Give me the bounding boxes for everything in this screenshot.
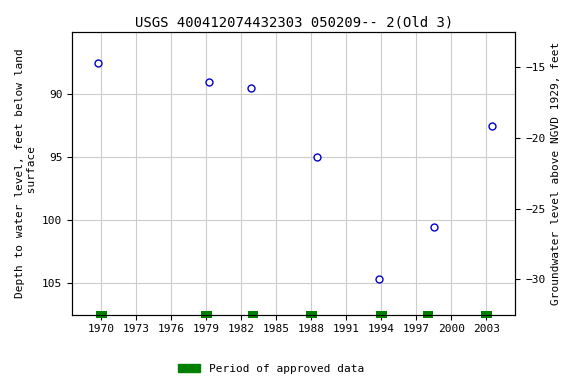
Y-axis label: Depth to water level, feet below land
 surface: Depth to water level, feet below land su… [15, 48, 37, 298]
Y-axis label: Groundwater level above NGVD 1929, feet: Groundwater level above NGVD 1929, feet [551, 41, 561, 305]
Bar [376, 311, 386, 318]
Bar [201, 311, 211, 318]
Bar [481, 311, 491, 318]
Bar [423, 311, 433, 318]
Legend: Period of approved data: Period of approved data [173, 359, 368, 379]
Bar [306, 311, 317, 318]
Title: USGS 400412074432303 050209-- 2(Old 3): USGS 400412074432303 050209-- 2(Old 3) [135, 15, 453, 29]
Bar [96, 311, 107, 318]
Bar [248, 311, 258, 318]
